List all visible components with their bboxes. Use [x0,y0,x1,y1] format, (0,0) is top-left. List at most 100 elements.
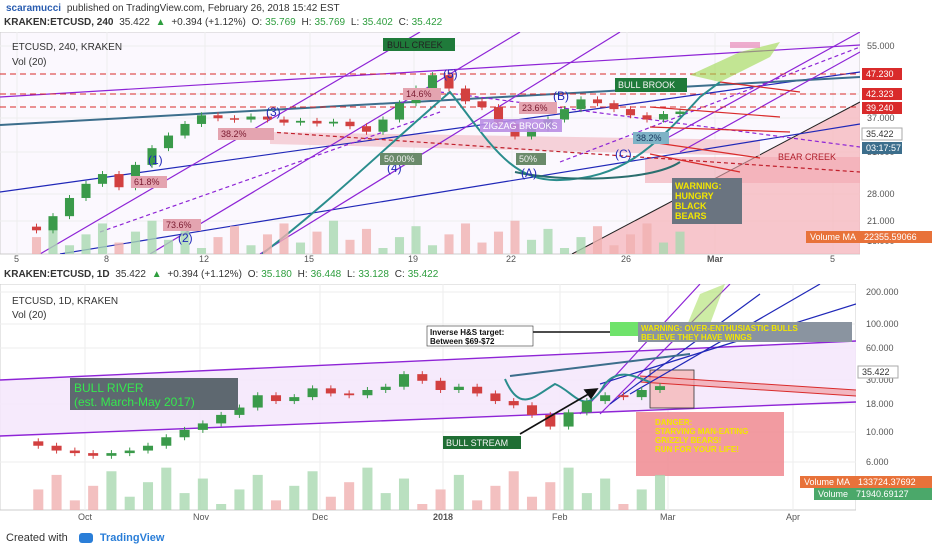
candle [362,389,373,396]
panel1-open-label: O: [251,17,263,28]
candle [33,441,44,446]
volume-bar [147,220,157,254]
volume-bar [252,474,263,510]
volume-bar [213,237,223,254]
volume-bar [394,237,405,254]
panel1-symbol[interactable]: KRAKEN:ETCUSD, 240 [4,17,114,28]
candle [378,119,388,132]
svg-text:STARVING MAN-EATING: STARVING MAN-EATING [655,427,748,436]
panel2-open-label: O: [247,269,259,280]
danger-label: DANGER: STARVING MAN-EATING GRIZZLY BEAR… [655,418,748,454]
volume-bar [398,478,410,510]
panel1-legend: KRAKEN:ETCUSD, 240 35.422 ▲ +0.394 (+1.1… [0,16,932,30]
volume-bar [526,239,537,254]
candle [417,374,428,381]
candle [216,414,227,424]
panel2-x-axis[interactable]: Oct Nov Dec 2018 Feb Mar Apr [78,512,800,522]
candle [675,111,685,115]
volume-bar [312,231,322,254]
svg-text:Dec: Dec [312,512,329,522]
svg-text:61.8%: 61.8% [134,177,160,187]
candle [234,407,245,415]
volume-bar [114,242,124,254]
candle [636,389,647,398]
volume-bar [325,496,336,510]
wave-1: (1) [148,153,163,167]
panel2-close-label: C: [394,269,405,280]
volume-bar [477,242,487,254]
created-with-label: Created with [6,532,68,544]
volume-bar [563,467,574,510]
volume-bar [427,245,438,254]
panel1-open: 35.769 [265,17,296,28]
candle [51,445,62,451]
volume-bar [600,478,611,510]
wave-3: (3) [266,105,281,119]
candle [289,397,300,402]
candle [197,423,208,430]
panel1-chart[interactable]: ETCUSD, 240, KRAKEN Vol (20) BULL CREEK … [0,32,932,264]
panel1-volume [31,220,685,254]
svg-text:8: 8 [104,254,109,264]
candle [97,174,108,184]
volume-bar [97,223,108,254]
volume-bar [64,245,75,254]
candle [427,75,438,89]
svg-text:60.000: 60.000 [866,343,894,353]
volume-bar [378,248,388,254]
candle [124,450,135,454]
candle [344,393,355,396]
panel1-x-axis[interactable]: 5 8 12 15 19 22 26 Mar 5 [14,254,835,264]
svg-text:35.422: 35.422 [866,129,894,139]
volume-bar [380,493,391,510]
candle [64,197,75,217]
candle [526,128,537,137]
author-name[interactable]: scaramucci [6,3,62,14]
panel2-high: 36.448 [310,269,342,280]
svg-text:(est. March-May 2017): (est. March-May 2017) [74,395,195,409]
panel2-last: 35.422 [115,269,146,280]
candle [270,395,282,402]
panel1-close-label: C: [398,17,409,28]
volume-bar [460,223,471,254]
panel1-vol-label: Vol (20) [12,57,46,68]
volume-bar [490,485,501,510]
svg-text:BULL RIVER: BULL RIVER [74,381,144,395]
volume-bar [130,231,141,254]
svg-text:38.2%: 38.2% [636,133,662,143]
bull-target-zone [690,42,780,82]
panel2-symbol[interactable]: KRAKEN:ETCUSD, 1D [4,269,110,280]
svg-text:19: 19 [408,254,418,264]
svg-text:23.6%: 23.6% [522,103,548,113]
volume-bar [559,248,570,254]
candle [88,453,99,456]
candle [444,75,454,89]
svg-text:Nov: Nov [193,512,210,522]
svg-text:26: 26 [621,254,631,264]
svg-text:2018: 2018 [433,512,453,522]
zigzag-label: ZIGZAG BROOKS [480,119,562,132]
candle [142,445,154,451]
panel2-low: 33.128 [358,269,389,280]
svg-text:5: 5 [14,254,19,264]
volume-bar [262,234,273,254]
panel2-volume: Volume 71940.69127 [818,489,909,499]
volume-bar [161,467,172,510]
svg-text:Mar: Mar [707,254,724,264]
panel2-chart[interactable]: ETCUSD, 1D, KRAKEN Vol (20) BULL RIVER (… [0,284,932,524]
svg-text:50%: 50% [519,154,537,164]
tradingview-brand-link[interactable]: TradingView [99,532,165,544]
volume-bar [675,231,685,254]
volume-bar [576,237,586,254]
panel2-y-axis[interactable]: 200.000 100.000 60.000 30.000 18.000 10.… [866,287,899,467]
svg-text:55.000: 55.000 [867,41,895,51]
candle [31,226,42,231]
volume-bar [142,482,154,510]
panel2-close: 35.422 [407,269,439,280]
candle [472,386,483,394]
volume-bar [270,500,282,510]
candle [398,374,410,387]
volume-bar [658,242,669,254]
volume-bar [216,504,227,510]
panel1-change: +0.394 (+1.12%) [171,17,246,28]
